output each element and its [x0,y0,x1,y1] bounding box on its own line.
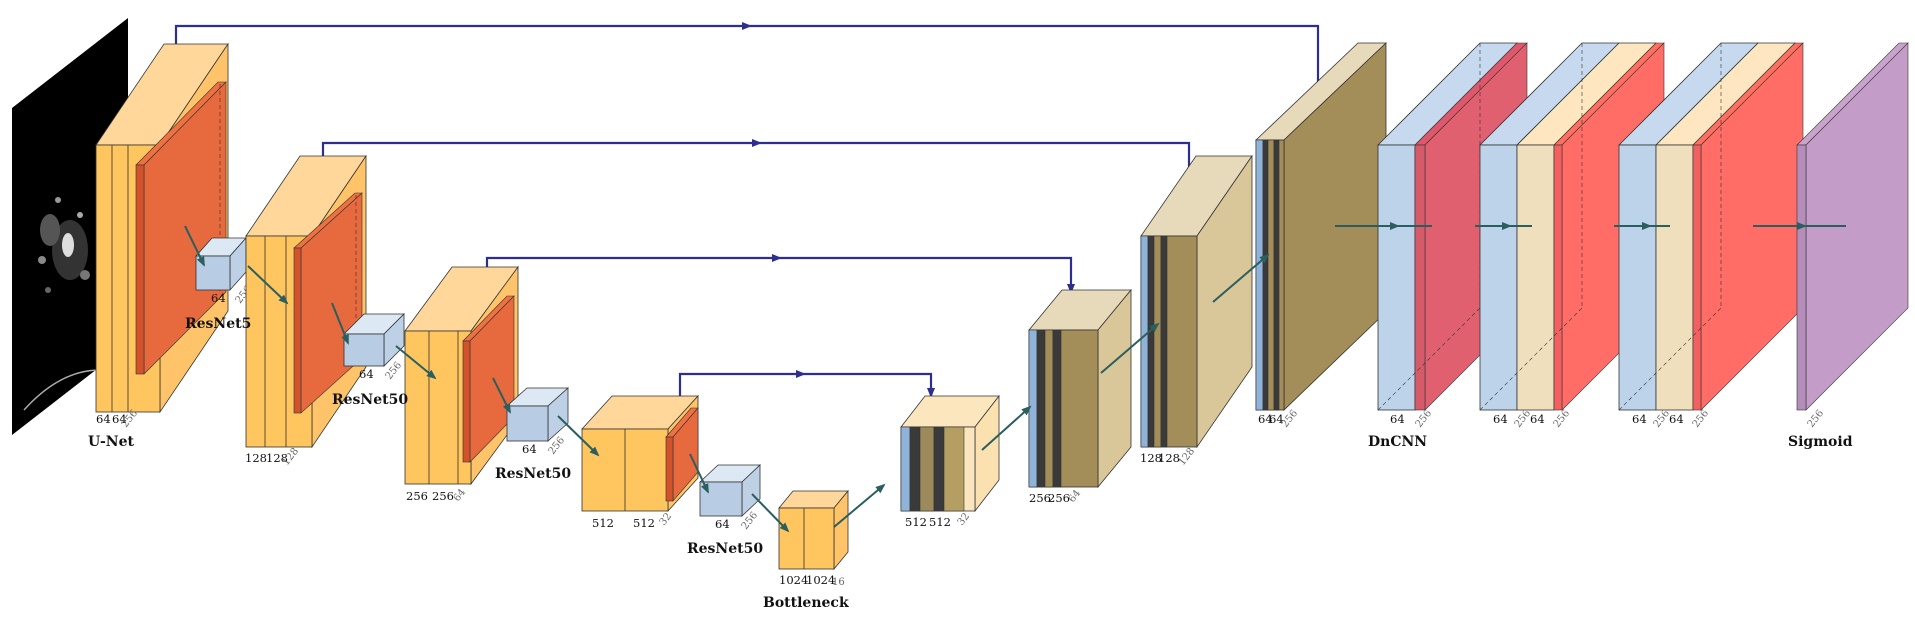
dec2-width-label-1: 128 [1140,451,1162,465]
dn2-width-label-2: 64 [1530,412,1545,426]
decoder-block-1: 64 64 256 [1254,42,1388,430]
encoder-block-4: 512 512 32 [581,394,699,530]
dec4-depth-label: 32 [956,511,973,528]
skip-connection-4 [678,372,935,398]
dncnn-block-3: 64 256 64 256 [1618,42,1804,430]
enc3-depth-label: 64 [452,487,469,504]
enc2-width-label-2: 128 [266,451,288,465]
enc1-width-label-2: 64 [112,412,127,426]
enc3-width-label-1: 256 [406,489,428,503]
skip-arrow-head-3 [772,254,782,262]
skip-connection-2 [321,141,1193,196]
res2-width-label: 64 [359,367,374,381]
label-sigmoid: Sigmoid [1788,434,1853,450]
res3-width-label: 64 [522,442,537,456]
enc2-width-label-1: 128 [245,451,267,465]
label-dncnn: DnCNN [1368,434,1427,450]
skip-connection-3 [485,256,1075,298]
decoder-block-4: 512 512 32 [900,394,1000,529]
dec4-width-label-2: 512 [929,515,951,529]
bottleneck-width-label-2: 1024 [806,573,835,587]
decoder-block-3: 256 256 64 [1028,288,1132,505]
flow-arrows [184,222,1846,533]
skip-arrow-head-1 [742,22,752,30]
encoder-block-3: 256 256 64 [404,265,519,504]
dn1-width-label: 64 [1390,412,1405,426]
skip-arrow-head-4 [796,370,806,378]
dn3-width-label-2: 64 [1669,412,1684,426]
resnet-block-3: 64 256 [505,387,570,457]
skip-arrow-head-2 [752,139,762,147]
dec3-width-label-2: 256 [1048,491,1070,505]
dec3-width-label-1: 256 [1029,491,1051,505]
dec1-width-label-1: 64 [1258,412,1273,426]
label-resnet-4: ResNet50 [687,541,763,557]
sigmoid-depth-label: 256 [1806,408,1826,430]
dec1-width-label-2: 64 [1269,412,1284,426]
dec4-width-label-1: 512 [905,515,927,529]
label-resnet-3: ResNet50 [495,466,571,482]
enc2-depth-label: 128 [281,446,301,468]
bottleneck-block: 1024 1024 16 [778,489,849,588]
dn2-depth-label-2: 256 [1552,408,1572,430]
dec2-depth-label: 128 [1177,446,1197,468]
enc4-depth-label: 32 [658,511,675,528]
encoder-block-2: 128 128 128 [245,154,367,468]
label-resnet-2: ResNet50 [332,392,408,408]
enc4-width-label-2: 512 [633,516,655,530]
label-resnet-1: ResNet5 [185,316,251,332]
bottleneck-depth-label: 16 [832,577,845,588]
res4-width-label: 64 [715,517,730,531]
dn1-depth-label: 256 [1414,408,1434,430]
dn3-depth-label-2: 256 [1691,408,1711,430]
block-labels: U-Net ResNet5 ResNet50 ResNet50 ResNet50… [88,316,1853,611]
resnet-block-4: 64 256 [698,464,762,532]
dn3-width-label-1: 64 [1632,412,1647,426]
enc1-width-label-1: 64 [96,412,111,426]
decoder-block-2: 128 128 128 [1140,154,1253,468]
dn2-width-label-1: 64 [1493,412,1508,426]
label-unet: U-Net [88,434,134,450]
res1-width-label: 64 [211,291,226,305]
dec2-width-label-2: 128 [1158,451,1180,465]
bottleneck-width-label-1: 1024 [779,573,808,587]
enc4-width-label-1: 512 [592,516,614,530]
enc3-width-label-2: 256 [432,489,454,503]
sigmoid-block: 256 [1796,42,1909,430]
skip-connection-1 [174,24,1322,96]
label-bottleneck: Bottleneck [763,595,849,611]
